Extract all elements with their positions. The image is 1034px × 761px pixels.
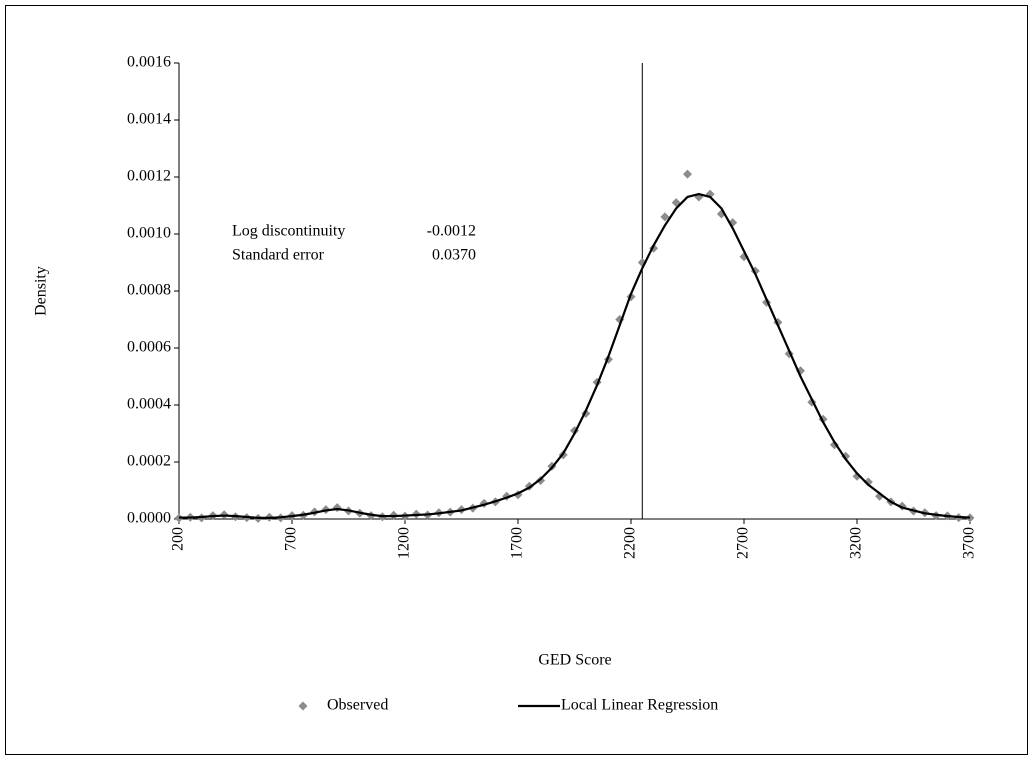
legend-label: Observed [327, 697, 388, 714]
x-tick-label: 2700 [735, 527, 752, 559]
y-tick-label: 0.0000 [127, 510, 171, 527]
observed-point [852, 471, 862, 481]
observed-point [965, 513, 975, 523]
annotation-label: Standard error [232, 247, 325, 264]
y-tick-label: 0.0004 [127, 396, 171, 413]
observed-point [660, 212, 670, 222]
y-tick-label: 0.0002 [127, 453, 171, 470]
y-tick-label: 0.0010 [127, 225, 171, 242]
x-tick-label: 1700 [509, 527, 526, 559]
legend-label: Local Linear Regression [561, 697, 718, 714]
y-tick-label: 0.0008 [127, 282, 171, 299]
y-tick-label: 0.0012 [127, 168, 171, 185]
regression-line [179, 193, 971, 519]
x-tick-label: 3700 [961, 527, 978, 559]
x-tick-label: 3200 [848, 527, 865, 559]
x-tick-label: 1200 [396, 527, 413, 559]
annotation-value: -0.0012 [427, 223, 476, 240]
annotation-value: 0.0370 [432, 247, 476, 264]
x-axis-title: GED Score [538, 652, 611, 669]
chart-border [5, 5, 1028, 755]
observed-point [683, 169, 692, 179]
y-axis-title: Density [33, 266, 50, 316]
y-tick-label: 0.0014 [127, 111, 171, 128]
x-tick-label: 700 [283, 527, 300, 551]
x-tick-label: 200 [170, 527, 187, 551]
observed-point [863, 477, 873, 487]
y-tick-label: 0.0006 [127, 339, 171, 356]
legend-marker [298, 701, 308, 711]
x-tick-label: 2200 [622, 527, 639, 559]
annotation-label: Log discontinuity [232, 223, 345, 240]
y-tick-label: 0.0016 [127, 54, 171, 71]
